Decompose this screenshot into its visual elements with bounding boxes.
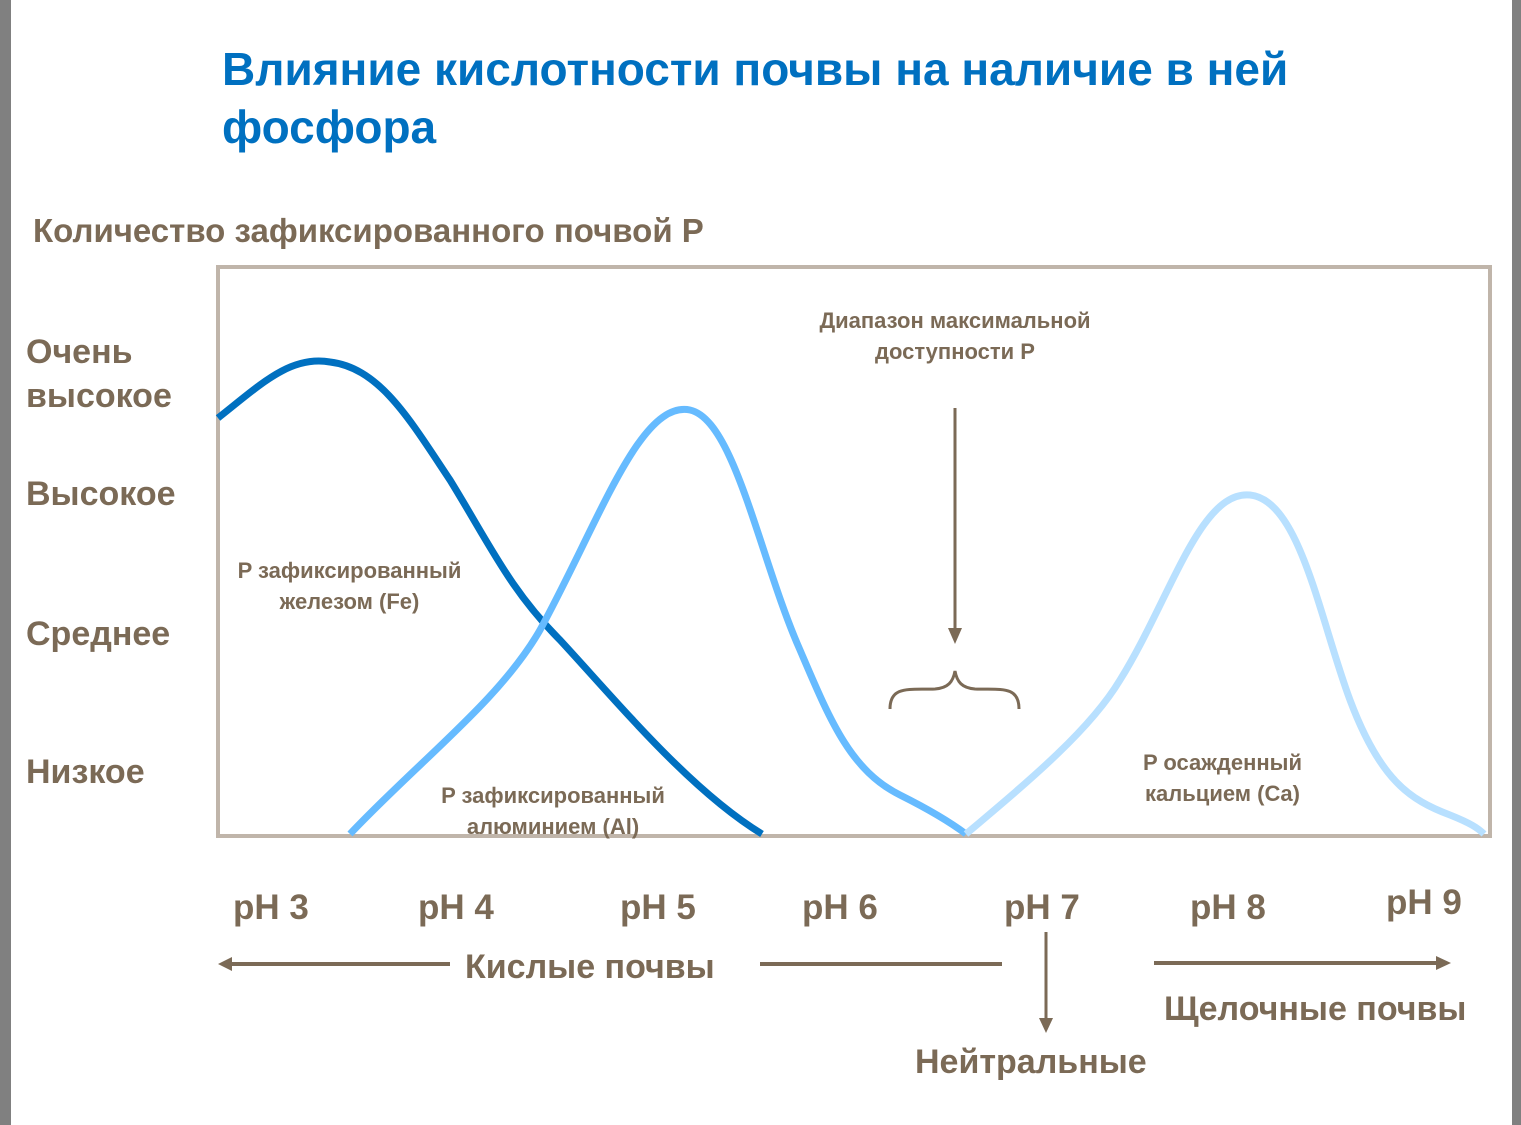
max-availability-annotation: Диапазон максимальной доступности P	[790, 305, 1120, 367]
acidic-soils-label: Кислые почвы	[465, 948, 715, 986]
al-annotation-line2: алюминием (Al)	[466, 814, 640, 839]
fe-annotation: P зафиксированный железом (Fe)	[212, 555, 487, 617]
al-annotation: P зафиксированный алюминием (Al)	[414, 780, 692, 842]
x-tick-ph3: pH 3	[233, 888, 309, 927]
neutral-arrow-head	[1039, 1018, 1053, 1033]
availability-arrow-head	[948, 628, 962, 644]
y-axis-title: Количество зафиксированного почвой P	[33, 212, 704, 249]
fe-annotation-line2: железом (Fe)	[279, 589, 420, 614]
x-tick-ph4: pH 4	[418, 888, 494, 927]
plot-frame	[216, 265, 1492, 838]
acidic-arrow-head	[218, 957, 232, 971]
alkaline-soils-label: Щелочные почвы	[1164, 990, 1467, 1028]
left-border-strip	[0, 0, 11, 1125]
alkaline-arrow-head	[1436, 956, 1451, 970]
al-curve	[347, 406, 969, 837]
al-annotation-line1: P зафиксированный	[441, 783, 665, 808]
x-tick-ph9: pH 9	[1386, 883, 1462, 922]
x-tick-ph7: pH 7	[1004, 888, 1080, 927]
y-level-high: Высокое	[26, 475, 176, 513]
y-level-very-high: Очень высокое	[26, 330, 172, 418]
y-level-low: Низкое	[26, 753, 145, 791]
ca-annotation-line2: кальцием (Ca)	[1145, 781, 1300, 806]
neutral-soils-label: Нейтральные	[915, 1043, 1147, 1081]
y-level-line2: высокое	[26, 377, 172, 415]
ca-annotation: P осажденный кальцием (Ca)	[1115, 747, 1330, 809]
availability-brace	[888, 670, 1021, 710]
y-level-medium: Среднее	[26, 615, 171, 653]
x-tick-ph5: pH 5	[620, 888, 696, 927]
fe-annotation-line1: P зафиксированный	[237, 558, 462, 583]
slide-title: Влияние кислотности почвы на наличие в н…	[222, 43, 1289, 153]
ca-annotation-line1: P осажденный	[1143, 750, 1302, 775]
x-tick-ph8: pH 8	[1190, 888, 1266, 927]
max-availability-line1: Диапазон максимальной	[819, 308, 1091, 333]
max-availability-line2: доступности P	[875, 339, 1035, 364]
right-border-strip	[1512, 0, 1521, 1125]
fe-curve	[215, 357, 764, 837]
y-level-line1: Очень	[26, 333, 133, 371]
x-tick-ph6: pH 6	[802, 888, 878, 927]
ca-curve	[963, 491, 1487, 837]
